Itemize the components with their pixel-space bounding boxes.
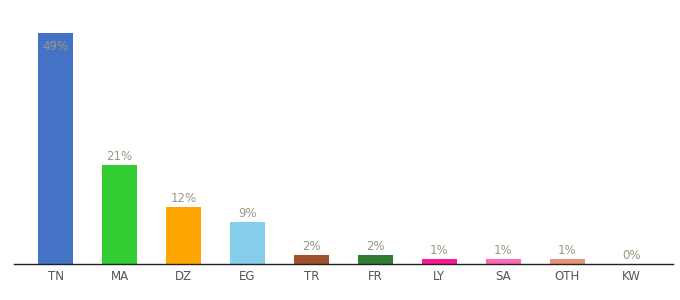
Text: 21%: 21%: [107, 150, 133, 163]
Bar: [230, 221, 265, 264]
Bar: [166, 207, 201, 264]
Text: 49%: 49%: [43, 40, 69, 53]
Text: 2%: 2%: [302, 240, 321, 253]
Text: 12%: 12%: [171, 192, 197, 206]
Bar: [294, 255, 329, 264]
Text: 1%: 1%: [558, 244, 577, 257]
Bar: [38, 33, 73, 264]
Bar: [549, 259, 585, 264]
Bar: [358, 255, 393, 264]
Bar: [102, 165, 137, 264]
Text: 1%: 1%: [430, 244, 449, 257]
Bar: [422, 259, 457, 264]
Text: 1%: 1%: [494, 244, 513, 257]
Text: 0%: 0%: [622, 249, 641, 262]
Bar: [486, 259, 521, 264]
Text: 2%: 2%: [366, 240, 385, 253]
Text: 9%: 9%: [238, 207, 257, 220]
